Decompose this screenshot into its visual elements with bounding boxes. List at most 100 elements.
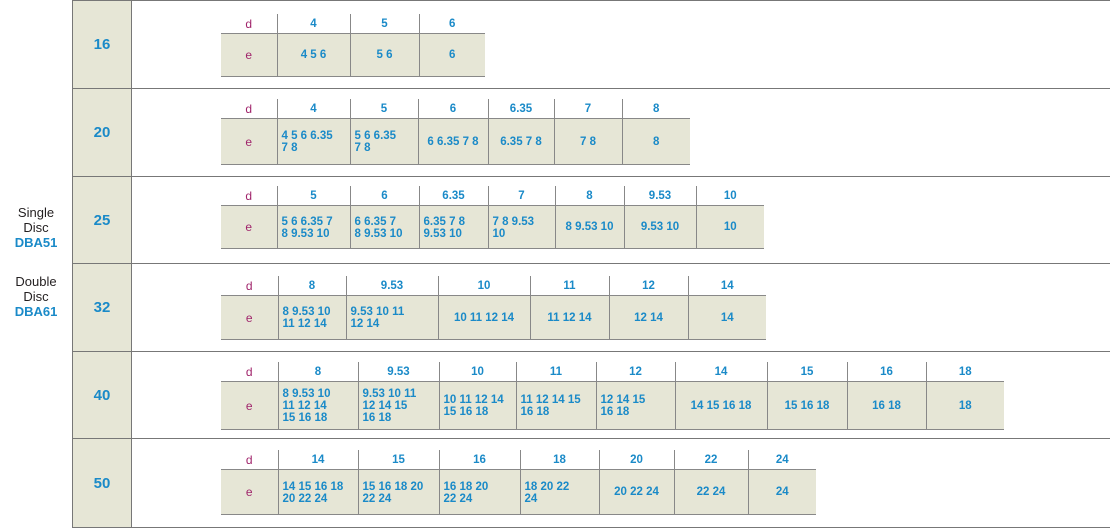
d-value-cell: 14 xyxy=(688,276,766,296)
d-value-cell: 9.53 xyxy=(624,186,697,206)
e-value-line: 10 11 12 14 xyxy=(443,394,504,406)
e-value-cell: 15 16 18 20 22 24 xyxy=(358,469,440,515)
d-value-cell: 8 xyxy=(278,276,347,296)
e-value-line: 9.53 10 11 xyxy=(350,306,405,318)
d-value-cell: 10 xyxy=(696,186,764,206)
e-value-line: 12 14 xyxy=(634,311,663,324)
e-value-line: 5 6 xyxy=(376,49,393,61)
e-value-line: 9.53 10 xyxy=(640,221,680,233)
d-value-cell: 7 xyxy=(554,99,623,119)
e-value-line: 12 14 15 xyxy=(362,400,408,412)
e-value-cell: 11 12 14 xyxy=(530,295,610,340)
size-label: 32 xyxy=(73,264,132,351)
series-double-disc: Double Disc DBA61 xyxy=(0,274,72,319)
series-single-line2: Disc xyxy=(23,220,49,235)
e-value-cell: 9.53 10 xyxy=(624,205,697,249)
e-value-line: 6 6.35 7 8 xyxy=(427,135,479,148)
e-value-line: 8 xyxy=(653,135,660,148)
e-value-cell: 11 12 14 15 16 18 xyxy=(516,381,597,430)
e-value-cell: 16 18 20 22 24 xyxy=(439,469,521,515)
e-value-line: 5 6 6.35 7 xyxy=(281,215,333,228)
d-value-cell: 12 xyxy=(609,276,689,296)
e-value-cell: 6.35 7 8 9.53 10 xyxy=(419,205,489,249)
e-label: e xyxy=(221,33,278,77)
e-value-line: 18 20 22 xyxy=(524,480,570,493)
series-single-model: DBA51 xyxy=(14,235,58,250)
e-value-cell: 12 14 xyxy=(609,295,689,340)
e-value-line: 22 24 xyxy=(362,492,392,505)
d-label: d xyxy=(221,186,278,206)
e-value-cell: 4 5 6 xyxy=(277,33,351,77)
e-value-line: 7 8 xyxy=(580,135,596,148)
d-value-cell: 5 xyxy=(350,99,419,119)
e-value-cell: 8 9.53 10 11 12 14 xyxy=(278,295,347,340)
d-label: d xyxy=(221,362,279,382)
e-value-line: 6.35 7 8 xyxy=(500,135,542,148)
e-value-cell: 10 11 12 14 xyxy=(438,295,531,340)
e-value-line: 24 xyxy=(775,486,789,498)
e-label: e xyxy=(221,381,279,430)
e-value-line: 16 18 xyxy=(872,399,901,412)
d-value-cell: 12 xyxy=(596,362,676,382)
e-value-cell: 9.53 10 11 12 14 xyxy=(346,295,439,340)
e-label: e xyxy=(221,295,279,340)
e-value-line: 8 9.53 10 xyxy=(565,221,614,233)
e-value-line: 6.35 7 8 xyxy=(423,215,466,228)
e-value-line: 15 16 18 xyxy=(443,406,489,418)
size-band-50: 50 d 14 15 16 18 20 22 24 e 14 15 16 18 20 22 24 15 … xyxy=(73,438,1110,528)
size-label: 16 xyxy=(73,1,132,88)
e-value-line: 7 8 xyxy=(281,142,298,154)
e-value-line: 15 16 18 20 xyxy=(362,480,424,493)
e-value-line: 18 xyxy=(958,399,972,412)
d-value-cell: 6.35 xyxy=(488,99,555,119)
e-value-cell: 15 16 18 xyxy=(767,381,848,430)
e-label: e xyxy=(221,469,279,515)
e-value-line: 9.53 10 xyxy=(423,227,462,240)
e-value-line: 5 6 6.35 xyxy=(354,130,397,142)
e-value-line: 8 9.53 10 xyxy=(281,227,330,240)
e-value-line: 22 24 xyxy=(696,486,726,498)
d-value-cell: 14 xyxy=(675,362,768,382)
e-value-line: 7 8 9.53 xyxy=(492,215,535,228)
d-value-cell: 8 xyxy=(622,99,690,119)
e-value-line: 10 xyxy=(492,227,506,240)
size-band-16: 16 d 4 5 6 e 4 5 6 5 6 6 xyxy=(73,0,1110,88)
e-value-cell: 22 24 xyxy=(674,469,749,515)
d-value-cell: 24 xyxy=(748,450,816,470)
e-value-line: 10 xyxy=(723,221,737,233)
e-value-line: 8 9.53 10 xyxy=(354,227,403,240)
d-value-cell: 8 xyxy=(555,186,625,206)
e-value-line: 16 18 20 xyxy=(443,480,489,493)
size-band-40: 40 d 8 9.53 10 11 12 14 15 16 18 e 8 9.53 10 11 12 14… xyxy=(73,351,1110,438)
e-value-line: 7 8 xyxy=(354,142,371,154)
e-row: e 14 15 16 18 20 22 24 15 16 18 20 22 24 16 1… xyxy=(221,469,816,515)
series-column: Single Disc DBA51 Double Disc DBA61 xyxy=(0,0,73,528)
e-value-cell: 10 xyxy=(696,205,764,249)
e-value-cell: 18 20 22 24 xyxy=(520,469,600,515)
size-label: 25 xyxy=(73,177,132,263)
e-value-cell: 5 6 6.35 7 8 xyxy=(350,118,419,165)
d-value-cell: 11 xyxy=(530,276,610,296)
d-value-cell: 6 xyxy=(419,14,485,34)
d-value-cell: 16 xyxy=(439,450,521,470)
e-value-cell: 16 18 xyxy=(847,381,927,430)
e-value-line: 16 18 xyxy=(600,406,630,418)
d-value-cell: 6 xyxy=(350,186,420,206)
e-value-line: 11 12 14 xyxy=(282,400,327,412)
e-value-cell: 14 xyxy=(688,295,766,340)
e-value-cell: 6 6.35 7 8 xyxy=(418,118,489,165)
e-value-line: 6 6.35 7 xyxy=(354,215,397,228)
d-row: d 8 9.53 10 11 12 14 xyxy=(221,276,766,296)
e-value-cell: 6 xyxy=(419,33,485,77)
series-single-disc: Single Disc DBA51 xyxy=(0,205,72,250)
e-value-line: 20 22 24 xyxy=(282,492,328,505)
d-value-cell: 7 xyxy=(488,186,556,206)
